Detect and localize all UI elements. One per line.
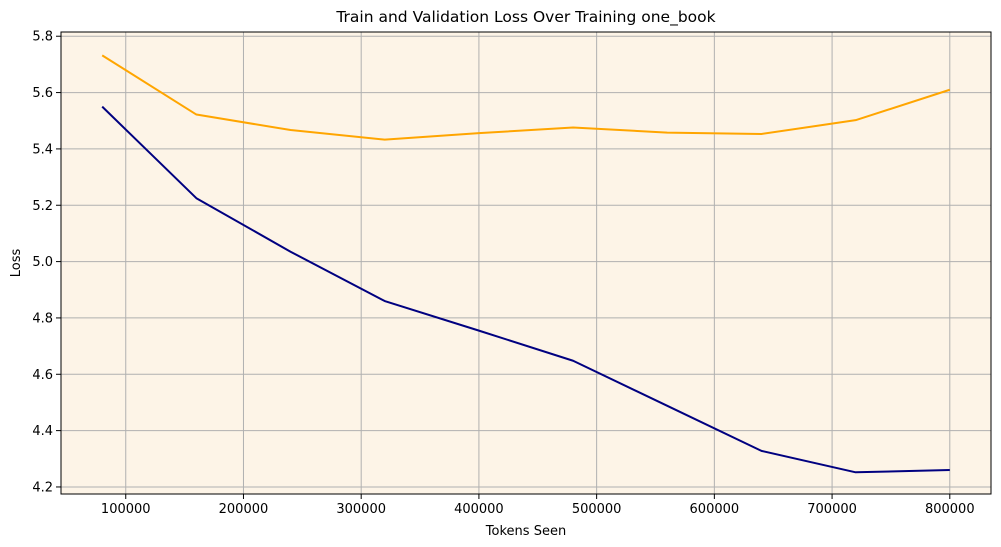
- y-tick-label: 4.6: [32, 368, 53, 383]
- y-tick-label: 4.2: [32, 480, 53, 495]
- x-tick-label: 400000: [454, 502, 504, 517]
- grid-lines: [61, 32, 991, 494]
- x-tick-label: 800000: [925, 502, 975, 517]
- y-tick-label: 4.4: [32, 424, 53, 439]
- y-tick-label: 5.4: [32, 142, 53, 157]
- y-tick-label: 4.8: [32, 311, 53, 326]
- x-tick-label: 200000: [219, 502, 269, 517]
- x-tick-label: 700000: [807, 502, 857, 517]
- y-tick-label: 5.0: [32, 255, 53, 270]
- y-tick-label: 5.6: [32, 86, 53, 101]
- y-tick-label: 5.2: [32, 199, 53, 214]
- plot-area: [61, 32, 991, 494]
- series-line-1: [101, 54, 951, 141]
- series-layer: [101, 54, 951, 474]
- y-axis: 4.2 4.4 4.6 4.8 5.0 5.2 5.4 5.6 5.8: [32, 30, 61, 495]
- y-tick-label: 5.8: [32, 30, 53, 45]
- x-axis: 100000 200000 300000 400000 500000 600000 7000…: [101, 494, 975, 517]
- plot-frame: [60, 31, 992, 495]
- chart-title: Train and Validation Loss Over Training …: [335, 8, 715, 27]
- y-axis-label: Loss: [9, 249, 24, 278]
- x-tick-label: 500000: [572, 502, 622, 517]
- x-axis-label: Tokens Seen: [485, 524, 566, 539]
- x-tick-label: 100000: [101, 502, 151, 517]
- series-line-0: [101, 105, 950, 474]
- x-tick-label: 600000: [690, 502, 740, 517]
- x-tick-label: 300000: [336, 502, 386, 517]
